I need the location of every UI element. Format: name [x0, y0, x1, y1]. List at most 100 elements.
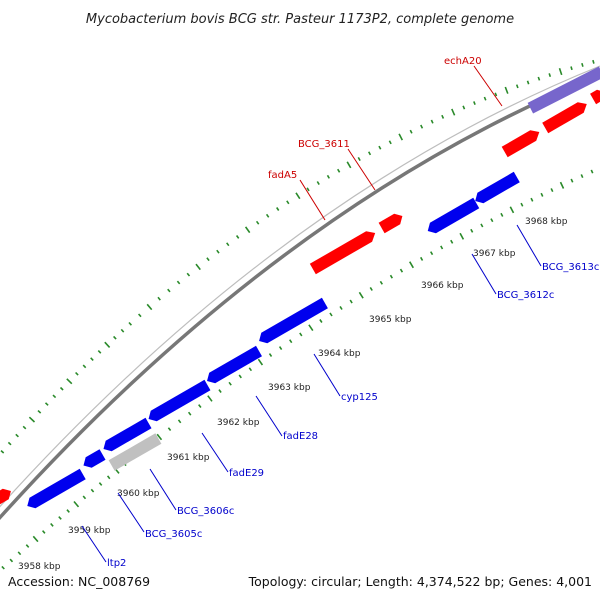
tick-mark	[409, 261, 414, 269]
tick-mark	[349, 299, 353, 304]
pseudogene[interactable]	[108, 433, 162, 471]
tick-mark	[308, 324, 314, 332]
tick-mark	[187, 411, 192, 416]
tick-mark	[389, 274, 393, 279]
forward-gene-callouts: echA20 BCG_3611 fadA5	[268, 56, 503, 221]
tick-mark	[186, 272, 191, 277]
accession-text: Accession: NC_008769	[8, 574, 150, 589]
tick-mark	[113, 335, 117, 340]
tick-mark	[177, 419, 182, 424]
tick-mark	[7, 441, 12, 446]
tick-label: 3964 kbp	[318, 349, 361, 359]
tick-mark	[41, 530, 46, 534]
tick-mark	[257, 358, 264, 366]
tick-mark	[559, 181, 565, 189]
gene-label-BCG_3605c[interactable]: BCG_3605c	[145, 529, 202, 540]
tick-mark	[207, 395, 213, 402]
tick-mark	[120, 328, 125, 333]
tick-mark	[52, 394, 57, 399]
tick-mark	[570, 178, 574, 183]
tick-mark	[289, 339, 293, 344]
tick-mark	[306, 187, 310, 192]
tick-label: 3968 kbp	[525, 217, 568, 227]
tick-mark	[540, 192, 544, 197]
gene-label-cyp125[interactable]: cyp125	[341, 392, 378, 403]
gene-label-fadE28[interactable]: fadE28	[283, 431, 318, 442]
tick-mark	[195, 263, 201, 271]
tick-mark	[255, 220, 260, 225]
tick-mark	[15, 433, 19, 438]
gene-label-fadE29[interactable]: fadE29	[229, 468, 264, 479]
tick-mark	[462, 105, 466, 110]
tick-mark	[494, 92, 498, 97]
tick-mark	[278, 346, 283, 351]
tick-mark	[90, 357, 94, 361]
tick-mark	[326, 174, 330, 179]
tick-labels: 3958 kbp 3959 kbp 3960 kbp 3961 kbp 3962…	[18, 217, 568, 572]
gene-echA20-a[interactable]	[501, 127, 543, 158]
tick-label: 3963 kbp	[268, 383, 311, 393]
tick-mark	[1, 565, 5, 570]
gene-BCG_3606c[interactable]	[100, 417, 152, 454]
tick-mark	[451, 108, 456, 116]
gene-label-BCG_3606c[interactable]: BCG_3606c	[177, 506, 234, 517]
reverse-genes	[24, 171, 520, 511]
rna-feature[interactable]	[527, 66, 600, 114]
tick-mark	[420, 256, 424, 261]
tick-mark	[399, 268, 404, 273]
gene-label-BCG_3611[interactable]: BCG_3611	[298, 139, 350, 150]
tick-mark	[388, 140, 392, 145]
tick-mark	[157, 296, 161, 301]
tick-label: 3960 kbp	[117, 489, 160, 499]
tick-mark	[238, 374, 242, 379]
tick-mark	[265, 213, 270, 218]
gene-label-fadA5[interactable]: fadA5	[268, 170, 297, 181]
gene-label-ltp2[interactable]: ltp2	[107, 558, 126, 569]
tick-mark	[500, 212, 504, 217]
gene-label-BCG_3613c[interactable]: BCG_3613c	[542, 262, 599, 273]
tick-mark	[398, 133, 404, 141]
tick-mark	[470, 228, 474, 233]
gene-fadE28[interactable]	[204, 345, 262, 386]
gene-feature-left-edge[interactable]	[0, 486, 14, 508]
tick-mark	[319, 319, 323, 323]
reverse-tick-track	[1, 169, 594, 570]
gene-fadA5[interactable]	[309, 228, 378, 275]
tick-mark	[9, 558, 14, 563]
tick-label: 3959 kbp	[68, 526, 111, 536]
tick-mark	[198, 404, 202, 408]
tick-mark	[590, 169, 594, 174]
tick-mark	[17, 551, 22, 556]
tick-mark	[430, 119, 434, 124]
gene-cyp125[interactable]	[256, 297, 328, 346]
tick-mark	[520, 202, 524, 207]
gene-echA20-b[interactable]	[542, 99, 590, 134]
tick-mark	[28, 416, 36, 423]
tick-mark	[509, 206, 515, 214]
gene-BCG_3613c[interactable]	[472, 171, 520, 206]
tick-mark	[75, 371, 79, 376]
tick-label: 3966 kbp	[421, 281, 464, 291]
tick-mark	[97, 350, 102, 354]
tick-mark	[0, 450, 5, 454]
tick-mark	[138, 313, 142, 318]
tick-mark	[409, 129, 413, 134]
gene-label-BCG_3612c[interactable]: BCG_3612c	[497, 290, 554, 301]
tick-mark	[379, 280, 383, 285]
tick-mark	[346, 161, 352, 169]
tick-mark	[537, 76, 541, 81]
tick-mark	[167, 427, 172, 431]
tick-mark	[515, 84, 519, 89]
tick-mark	[504, 86, 509, 94]
gene-BCG_3611[interactable]	[378, 211, 406, 234]
gene-BCG_3612c[interactable]	[425, 197, 480, 236]
gene-edge-right[interactable]	[590, 87, 600, 105]
gene-label-echA20[interactable]: echA20	[444, 56, 482, 67]
gene-ltp2[interactable]	[24, 468, 86, 511]
gene-fadE29[interactable]	[146, 379, 211, 424]
tick-mark	[441, 114, 445, 119]
tick-mark	[581, 62, 584, 67]
genome-backbone-shadow	[0, 65, 600, 508]
gene-BCG_3605c[interactable]	[80, 449, 106, 470]
